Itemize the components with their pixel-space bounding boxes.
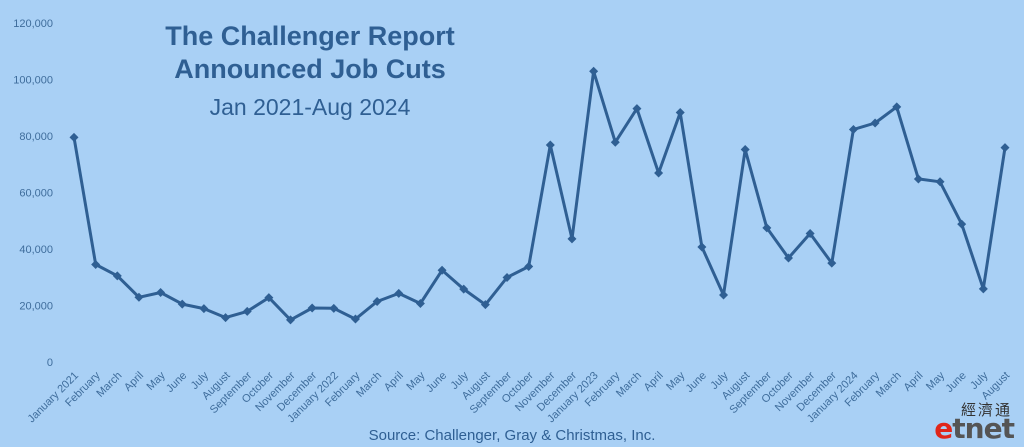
data-point xyxy=(913,174,923,184)
y-tick-label: 80,000 xyxy=(19,131,53,143)
y-tick-label: 120,000 xyxy=(13,18,53,30)
data-point xyxy=(783,253,793,263)
data-point xyxy=(264,293,274,303)
data-point xyxy=(827,258,837,268)
series-line xyxy=(72,69,1007,322)
data-point xyxy=(134,292,144,302)
x-tick-label: March xyxy=(94,370,124,400)
data-point xyxy=(978,284,988,294)
x-tick-label: April xyxy=(382,370,406,394)
y-tick-label: 100,000 xyxy=(13,75,53,87)
x-tick-label: May xyxy=(664,369,688,393)
data-point xyxy=(762,223,772,233)
data-point xyxy=(394,288,404,298)
data-point xyxy=(242,306,252,316)
data-point xyxy=(805,228,815,238)
y-tick-label: 60,000 xyxy=(19,188,53,200)
data-point xyxy=(502,273,512,283)
chart-subtitle: Jan 2021-Aug 2024 xyxy=(209,94,411,120)
data-point xyxy=(177,299,187,309)
logo-e: e xyxy=(934,412,953,445)
x-tick-label: April xyxy=(901,370,925,394)
data-point xyxy=(545,140,555,150)
x-tick-label: April xyxy=(122,370,146,394)
data-point xyxy=(307,303,317,313)
x-tick-label: March xyxy=(614,370,644,400)
y-tick-label: 40,000 xyxy=(19,244,53,256)
data-point xyxy=(935,177,945,187)
data-point xyxy=(567,234,577,244)
data-point xyxy=(697,242,707,252)
data-point xyxy=(350,314,360,324)
x-tick-label: May xyxy=(404,369,428,393)
data-point xyxy=(632,104,642,114)
data-point xyxy=(69,132,79,142)
data-point xyxy=(589,66,599,76)
data-point xyxy=(848,125,858,135)
data-point xyxy=(112,271,122,281)
data-point xyxy=(480,300,490,310)
data-point xyxy=(372,297,382,307)
x-tick-label: March xyxy=(874,370,904,400)
y-tick-label: 0 xyxy=(47,357,53,369)
chart-title-line2: Announced Job Cuts xyxy=(174,54,446,84)
data-point xyxy=(654,168,664,178)
data-point xyxy=(329,303,339,313)
data-point xyxy=(675,108,685,118)
x-tick-label: June xyxy=(943,370,968,395)
data-point xyxy=(459,284,469,294)
y-tick-label: 20,000 xyxy=(19,301,53,313)
data-point xyxy=(610,137,620,147)
logo-chinese-text: 經濟通 xyxy=(960,401,1012,419)
data-point xyxy=(156,288,166,298)
data-point xyxy=(437,265,447,275)
data-point xyxy=(286,315,296,325)
series-markers xyxy=(69,66,1010,325)
data-point xyxy=(892,102,902,112)
data-point xyxy=(199,304,209,314)
data-point xyxy=(221,313,231,323)
x-tick-label: June xyxy=(684,370,709,395)
data-point xyxy=(415,299,425,309)
data-point xyxy=(91,260,101,270)
logo-rest: tnet xyxy=(952,412,1015,445)
data-point xyxy=(957,219,967,229)
x-tick-label: May xyxy=(145,369,169,393)
x-tick-label: March xyxy=(354,370,384,400)
x-tick-label: May xyxy=(924,369,948,393)
x-tick-label: June xyxy=(164,370,189,395)
data-point xyxy=(740,145,750,155)
x-tick-label: April xyxy=(642,370,666,394)
y-axis: 0 20,000 40,000 60,000 80,000 100,000 120,000 xyxy=(13,18,53,369)
etnet-logo: etnet xyxy=(934,412,1015,446)
data-point xyxy=(719,290,729,300)
x-tick-label: June xyxy=(424,370,449,395)
title-block: The Challenger Report Announced Job Cuts… xyxy=(130,20,490,124)
data-point xyxy=(1000,143,1010,153)
data-point xyxy=(870,118,880,128)
chart-title: The Challenger Report xyxy=(165,21,455,51)
data-point xyxy=(524,262,534,272)
source-note: Source: Challenger, Gray & Christmas, In… xyxy=(368,427,656,444)
